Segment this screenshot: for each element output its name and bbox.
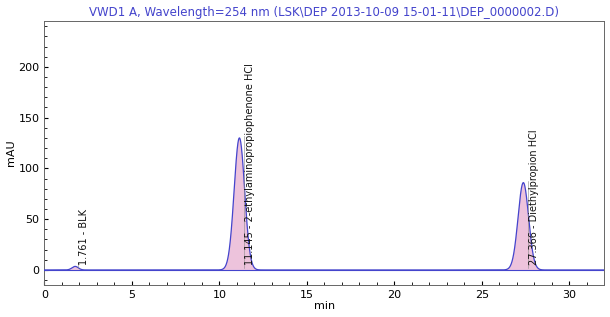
- Y-axis label: mAU: mAU: [5, 140, 16, 166]
- Title: VWD1 A, Wavelength=254 nm (LSK\DEP 2013-10-09 15-01-11\DEP_0000002.D): VWD1 A, Wavelength=254 nm (LSK\DEP 2013-…: [90, 6, 559, 19]
- Text: 27.366 - Diethylpropion HCl: 27.366 - Diethylpropion HCl: [529, 129, 539, 265]
- Text: 11.145 - 2-ethylaminopropiophenone HCl: 11.145 - 2-ethylaminopropiophenone HCl: [245, 63, 254, 265]
- X-axis label: min: min: [314, 301, 335, 311]
- Text: 1.761 - BLK: 1.761 - BLK: [79, 209, 88, 265]
